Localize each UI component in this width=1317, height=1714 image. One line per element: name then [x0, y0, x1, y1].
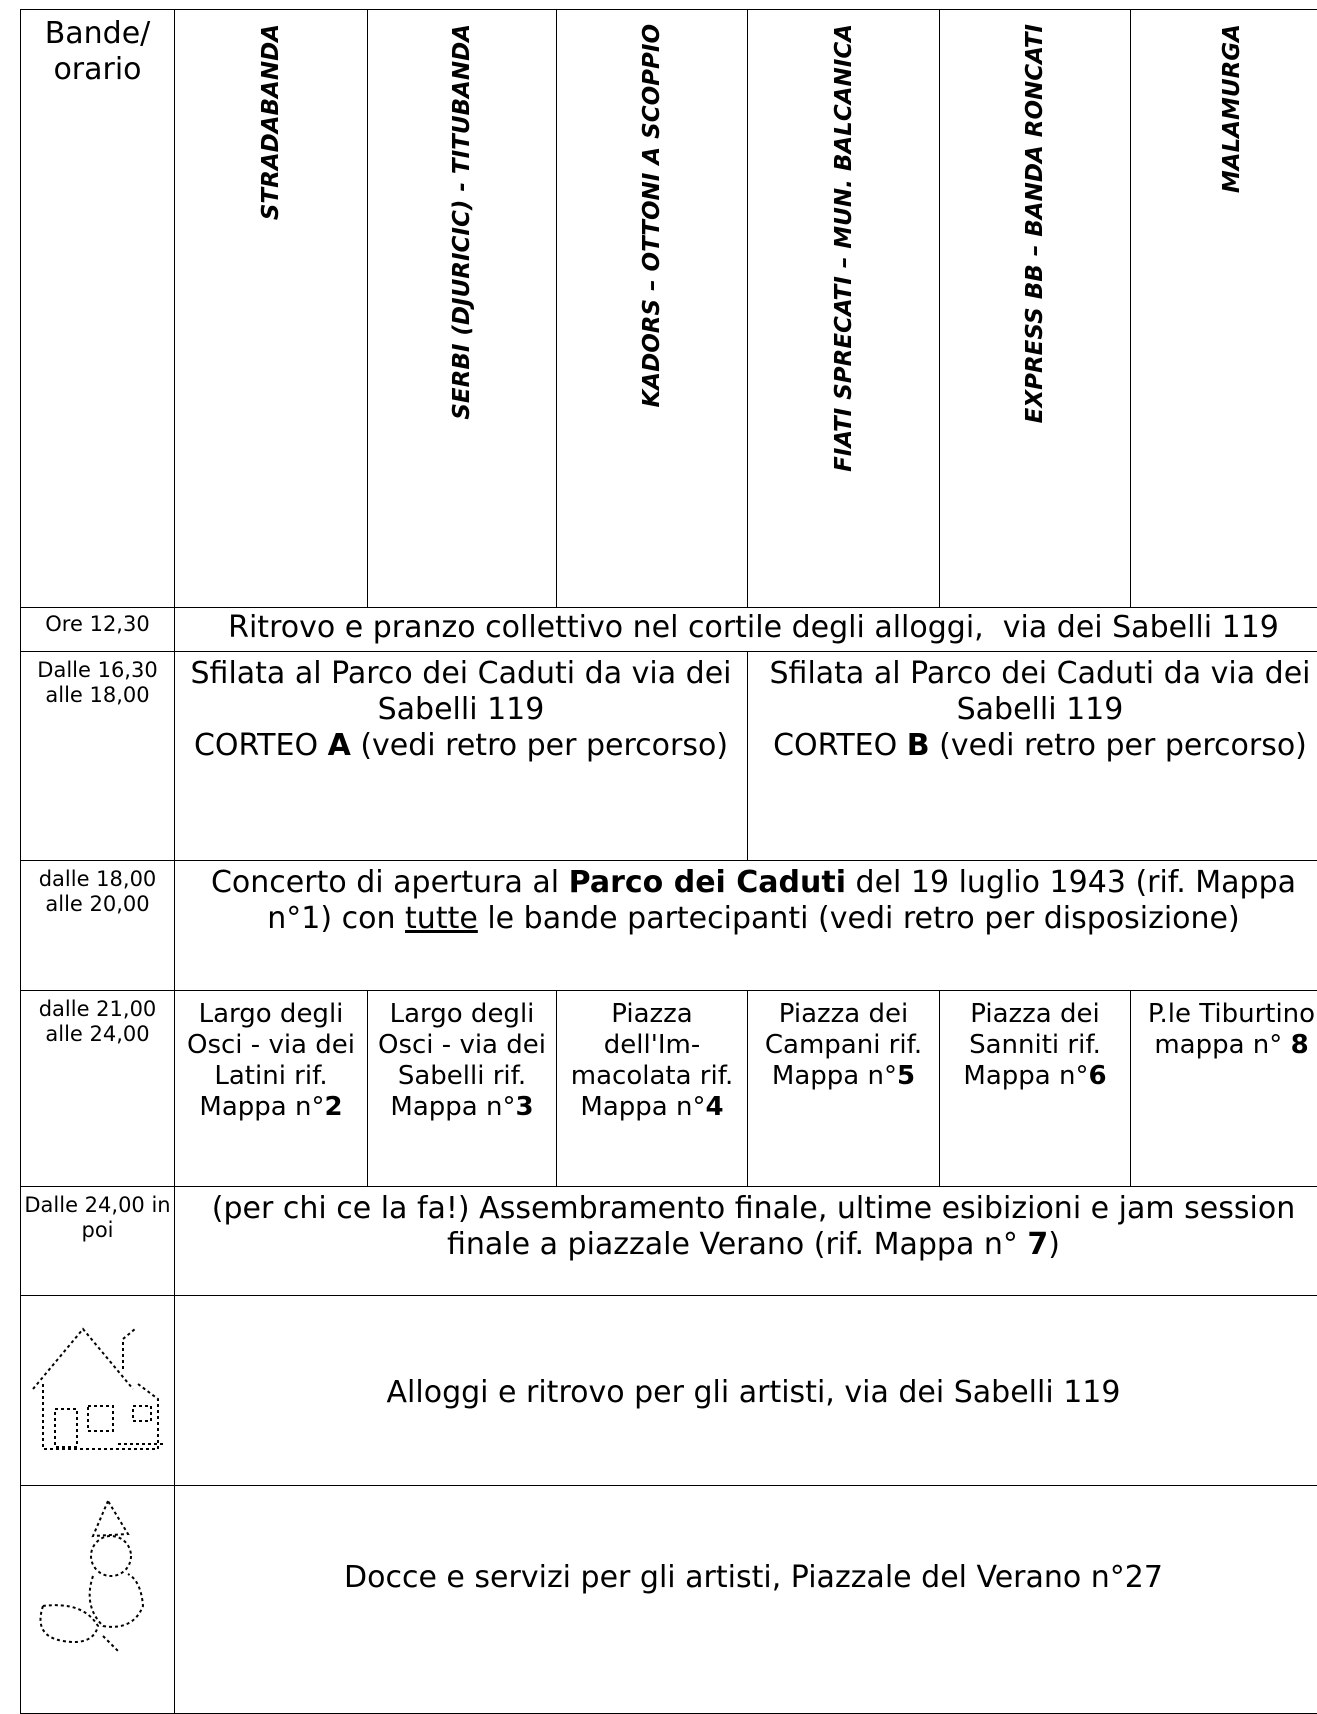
icon-cell: [21, 1296, 175, 1486]
event-cell: P.le Tiburtino mappa n° 8: [1131, 991, 1317, 1187]
text-line: (per chi ce la fa!) Assembramento finale…: [183, 1191, 1317, 1263]
band-name: FIATI SPRECATI – MUN. BALCANICA: [831, 24, 857, 472]
text-segment: 3: [515, 1092, 533, 1122]
text-line: Ritrovo e pranzo collettivo nel cortile …: [183, 610, 1317, 646]
text-segment: CORTEO: [194, 728, 328, 763]
text-line: Alloggi e ritrovo per gli artisti, via d…: [183, 1375, 1317, 1411]
event-cell: Concerto di apertura al Parco dei Caduti…: [175, 861, 1317, 991]
icon-cell: [21, 1486, 175, 1714]
text-segment: A: [328, 728, 351, 763]
text-segment: 5: [897, 1061, 915, 1091]
time-cell: dalle 18,00 alle 20,00: [21, 861, 175, 991]
event-cell: Sfilata al Parco dei Caduti da via dei S…: [748, 652, 1317, 861]
band-name: EXPRESS BB – BANDA RONCATI: [1022, 24, 1048, 423]
row: Ore 12,30 Ritrovo e pranzo collettivo ne…: [21, 608, 1317, 652]
event-cell: Largo degli Osci - via dei Sabelli rif. …: [368, 991, 557, 1187]
band-cell: MALAMURGA: [1131, 10, 1317, 608]
corner-cell: Bande/ orario: [21, 10, 175, 608]
text-segment: CORTEO: [773, 728, 907, 763]
band-name: MALAMURGA: [1219, 24, 1245, 193]
event-cell: Largo degli Osci - via dei Latini rif. M…: [175, 991, 368, 1187]
band-cell: FIATI SPRECATI – MUN. BALCANICA: [748, 10, 940, 608]
person-icon: [23, 1496, 173, 1656]
row: Docce e servizi per gli artisti, Piazzal…: [21, 1486, 1317, 1714]
event-cell: (per chi ce la fa!) Assembramento finale…: [175, 1187, 1317, 1296]
event-cell: Piazza dei Campani rif. Mappa n°5: [748, 991, 940, 1187]
text-line: CORTEO B (vedi retro per percorso): [756, 728, 1317, 764]
band-cell: KADORS – OTTONI A SCOPPIO: [557, 10, 748, 608]
text-segment: Parco dei Caduti: [569, 865, 846, 900]
row: Dalle 16,30 alle 18,00 Sfilata al Parco …: [21, 652, 1317, 861]
band-cell: STRADABANDA: [175, 10, 368, 608]
text-segment: ): [1048, 1227, 1060, 1262]
text-segment: tutte: [405, 901, 478, 936]
text-segment: (vedi retro per percorso): [351, 728, 728, 763]
event-cell: Docce e servizi per gli artisti, Piazzal…: [175, 1486, 1317, 1714]
text-segment: Piazza dei Sanniti rif. Mappa n°: [963, 999, 1100, 1091]
text-line: Sfilata al Parco dei Caduti da via dei S…: [183, 656, 739, 728]
schedule-table: Bande/ orario STRADABANDA SERBI (DJURICI…: [20, 9, 1317, 1714]
text-line: Docce e servizi per gli artisti, Piazzal…: [183, 1560, 1317, 1596]
text-line: Piazza dell'Im-macolata rif. Mappa n°4: [561, 999, 743, 1123]
text-segment: Ritrovo e pranzo collettivo nel cortile …: [228, 610, 1279, 645]
time-cell: Dalle 16,30 alle 18,00: [21, 652, 175, 861]
text-segment: 8: [1291, 1030, 1309, 1060]
row: dalle 18,00 alle 20,00 Concerto di apert…: [21, 861, 1317, 991]
text-segment: (vedi retro per percorso): [930, 728, 1307, 763]
event-cell: Alloggi e ritrovo per gli artisti, via d…: [175, 1296, 1317, 1486]
text-segment: (per chi ce la fa!) Assembramento finale…: [212, 1191, 1305, 1262]
text-segment: Sfilata al Parco dei Caduti da via dei S…: [770, 656, 1317, 727]
band-name: STRADABANDA: [258, 24, 284, 220]
event-cell: Ritrovo e pranzo collettivo nel cortile …: [175, 608, 1317, 652]
row: Dalle 24,00 in poi (per chi ce la fa!) A…: [21, 1187, 1317, 1296]
text-line: Piazza dei Sanniti rif. Mappa n°6: [944, 999, 1126, 1092]
row: Alloggi e ritrovo per gli artisti, via d…: [21, 1296, 1317, 1486]
event-cell: Piazza dell'Im-macolata rif. Mappa n°4: [557, 991, 748, 1187]
text-segment: 2: [324, 1092, 342, 1122]
text-segment: Sfilata al Parco dei Caduti da via dei S…: [191, 656, 742, 727]
text-segment: 7: [1027, 1227, 1048, 1262]
text-line: Piazza dei Campani rif. Mappa n°5: [752, 999, 935, 1092]
band-name: SERBI (DJURICIC) - TITUBANDA: [449, 24, 475, 420]
text-line: Largo degli Osci - via dei Sabelli rif. …: [372, 999, 552, 1123]
text-segment: B: [907, 728, 930, 763]
text-line: Sfilata al Parco dei Caduti da via dei S…: [756, 656, 1317, 728]
text-line: P.le Tiburtino mappa n° 8: [1135, 999, 1317, 1061]
text-segment: le bande partecipanti (vedi retro per di…: [478, 901, 1240, 936]
time-cell: dalle 21,00 alle 24,00: [21, 991, 175, 1187]
text-line: Largo degli Osci - via dei Latini rif. M…: [179, 999, 363, 1123]
text-segment: Concerto di apertura al: [211, 865, 569, 900]
text-segment: Alloggi e ritrovo per gli artisti, via d…: [387, 1375, 1121, 1410]
time-cell: Dalle 24,00 in poi: [21, 1187, 175, 1296]
band-cell: EXPRESS BB – BANDA RONCATI: [940, 10, 1131, 608]
row: dalle 21,00 alle 24,00 Largo degli Osci …: [21, 991, 1317, 1187]
text-line: Concerto di apertura al Parco dei Caduti…: [183, 865, 1317, 937]
header-row: Bande/ orario STRADABANDA SERBI (DJURICI…: [21, 10, 1317, 608]
band-name: KADORS – OTTONI A SCOPPIO: [639, 24, 665, 408]
event-cell: Piazza dei Sanniti rif. Mappa n°6: [940, 991, 1131, 1187]
event-cell: Sfilata al Parco dei Caduti da via dei S…: [175, 652, 748, 861]
house-icon: [23, 1314, 173, 1464]
text-segment: 6: [1088, 1061, 1106, 1091]
text-segment: 4: [705, 1092, 723, 1122]
text-segment: Docce e servizi per gli artisti, Piazzal…: [344, 1560, 1163, 1595]
band-cell: SERBI (DJURICIC) - TITUBANDA: [368, 10, 557, 608]
text-line: CORTEO A (vedi retro per percorso): [183, 728, 739, 764]
time-cell: Ore 12,30: [21, 608, 175, 652]
